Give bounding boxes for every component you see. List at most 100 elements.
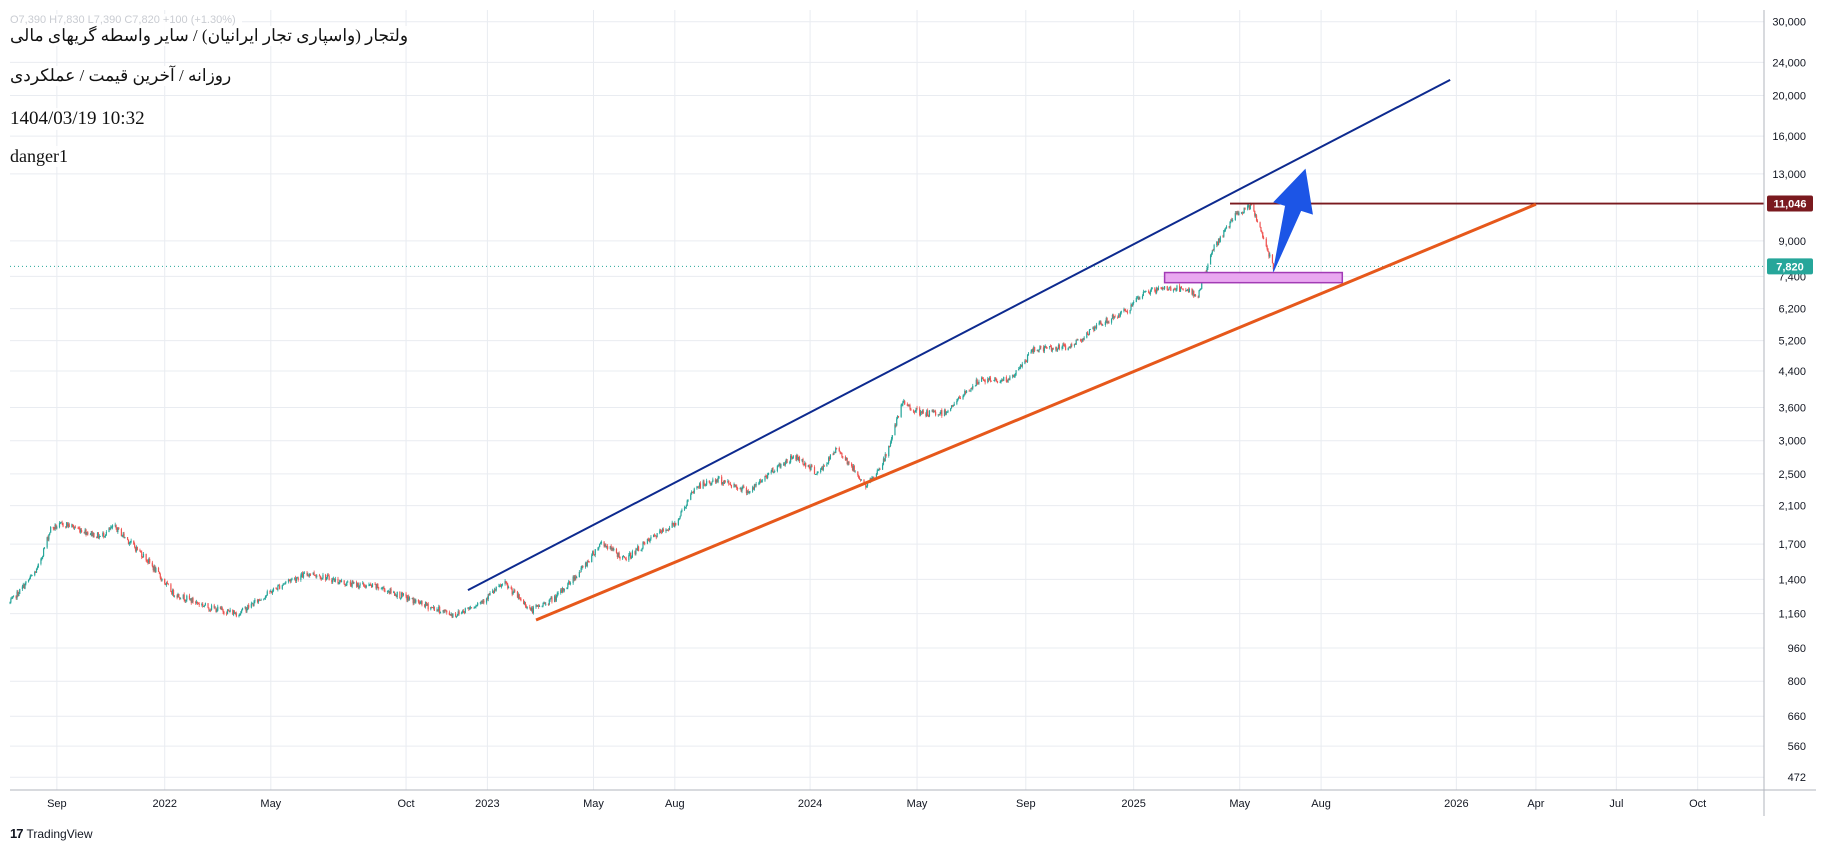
x-tick-label: May xyxy=(260,798,281,810)
candle-body xyxy=(888,445,890,456)
candle-body xyxy=(766,476,768,479)
candle-body xyxy=(1095,327,1097,329)
candle-body xyxy=(556,593,558,597)
candle-body xyxy=(442,610,444,613)
candle-body xyxy=(875,473,877,479)
candle-body xyxy=(514,590,516,592)
candle-body xyxy=(191,597,193,603)
candle-body xyxy=(382,587,384,589)
candle-body xyxy=(1113,316,1115,319)
candle-body xyxy=(668,530,670,531)
candle-body xyxy=(1087,334,1090,335)
candle-body xyxy=(31,575,33,577)
candle-body xyxy=(393,591,395,593)
candle-body xyxy=(1193,290,1195,297)
candle-body xyxy=(122,533,124,536)
candle-body xyxy=(894,424,896,436)
candle-body xyxy=(431,607,433,608)
y-tick-label: 6,200 xyxy=(1778,304,1806,316)
candle-body xyxy=(532,607,534,614)
candle-body xyxy=(114,524,116,526)
candle-body xyxy=(85,529,87,535)
candle-body xyxy=(467,607,469,609)
candle-body xyxy=(192,597,194,603)
candle-body xyxy=(325,574,327,581)
candle-body xyxy=(501,583,504,585)
candle-body xyxy=(679,515,681,519)
candle-body xyxy=(322,574,324,579)
candle-body xyxy=(42,556,44,558)
candle-body xyxy=(722,482,725,484)
candle-body xyxy=(764,476,766,481)
candle-body xyxy=(365,585,367,588)
candle-body xyxy=(512,592,514,595)
candle-body xyxy=(1080,340,1083,342)
candle-body xyxy=(1217,238,1220,246)
candle-body xyxy=(233,611,235,615)
candle-body xyxy=(678,518,680,520)
candle-body xyxy=(351,581,353,587)
candle-body xyxy=(631,551,633,558)
candle-body xyxy=(729,483,732,486)
candle-body xyxy=(202,604,204,607)
y-tick-label: 560 xyxy=(1788,741,1806,753)
candle-body xyxy=(282,584,284,586)
candle-body xyxy=(813,467,816,475)
candle-body xyxy=(1037,350,1039,352)
candle-body xyxy=(380,588,382,590)
candle-body xyxy=(758,483,760,485)
candle-body xyxy=(264,598,266,600)
candle-body xyxy=(50,526,52,533)
candle-body xyxy=(164,583,167,586)
candle-body xyxy=(245,607,247,612)
candle-body xyxy=(883,458,885,462)
candle-body xyxy=(1176,285,1178,290)
candle-body xyxy=(690,494,692,500)
candle-body xyxy=(446,610,448,613)
x-tick-label: 2023 xyxy=(475,798,499,810)
candle-body xyxy=(586,561,588,567)
candle-body xyxy=(900,404,902,417)
candle-body xyxy=(644,542,646,544)
last-price-label: 7,820 xyxy=(1776,261,1804,273)
candle-body xyxy=(1000,380,1002,383)
candle-body xyxy=(785,459,787,463)
candle-body xyxy=(1050,346,1053,351)
candle-body xyxy=(46,537,48,548)
time-axis[interactable]: Sep 2022 May Oct 2023 May Aug 2024 May Sep 2025 May… xyxy=(47,798,1706,810)
candle-body xyxy=(1071,344,1073,346)
candle-body xyxy=(962,396,964,399)
candle-body xyxy=(1185,289,1187,291)
candle-body xyxy=(557,593,559,594)
candle-body xyxy=(25,581,27,584)
candle-body xyxy=(971,388,973,390)
candle-body xyxy=(797,455,799,460)
candle-body xyxy=(415,599,417,603)
candle-body xyxy=(569,581,571,584)
candle-body xyxy=(18,593,20,596)
candle-body xyxy=(1169,287,1171,289)
tradingview-brand[interactable]: 17 TradingView xyxy=(10,826,93,841)
candle-body xyxy=(789,462,791,464)
candle-body xyxy=(1174,289,1176,291)
candle-body xyxy=(834,452,836,453)
candle-body xyxy=(81,530,83,533)
candle-body xyxy=(1161,287,1163,290)
price-axis[interactable]: 472 560 660 800 960 1,160 1,400 1,700 2,100 2,500… xyxy=(1772,17,1806,784)
candle-body xyxy=(969,390,971,392)
candle-body xyxy=(711,481,713,484)
candle-body xyxy=(1212,250,1214,252)
candle-body xyxy=(347,581,349,583)
candle-body xyxy=(1186,290,1188,292)
candle-body xyxy=(965,390,968,393)
candle-body xyxy=(622,556,624,559)
candle-body xyxy=(204,603,206,606)
candle-body xyxy=(1236,212,1238,214)
candle-body xyxy=(519,599,521,600)
candle-body xyxy=(743,486,745,488)
candle-body xyxy=(937,414,939,416)
candle-body xyxy=(609,546,611,549)
candle-body xyxy=(9,602,11,604)
candle-body xyxy=(1237,212,1239,216)
